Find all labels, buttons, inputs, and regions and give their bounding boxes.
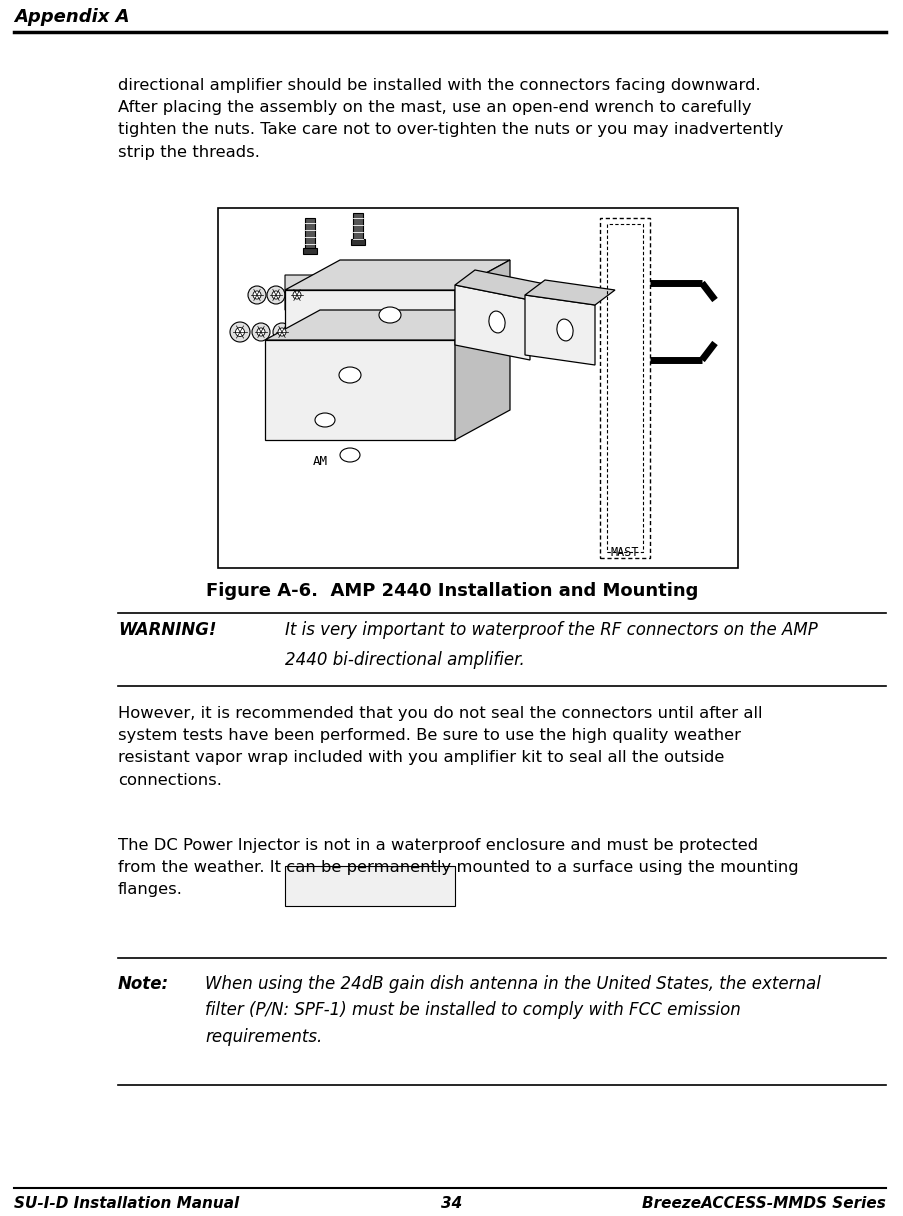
Circle shape: [272, 291, 280, 299]
Text: directional amplifier should be installed with the connectors facing downward.
A: directional amplifier should be installe…: [118, 78, 783, 159]
Ellipse shape: [378, 306, 401, 323]
Ellipse shape: [314, 413, 335, 427]
Text: SU-I-D Installation Manual: SU-I-D Installation Manual: [14, 1197, 239, 1211]
Bar: [350, 240, 365, 244]
Bar: [352, 213, 363, 241]
Text: It is very important to waterproof the RF connectors on the AMP: It is very important to waterproof the R…: [284, 621, 817, 638]
Polygon shape: [525, 295, 594, 365]
Text: However, it is recommended that you do not seal the connectors until after all
s: However, it is recommended that you do n…: [118, 706, 761, 788]
Circle shape: [253, 291, 261, 299]
Text: Note:: Note:: [118, 975, 169, 993]
Circle shape: [277, 328, 285, 336]
Polygon shape: [284, 866, 454, 906]
Circle shape: [229, 322, 250, 342]
Text: The DC Power Injector is not in a waterproof enclosure and must be protected
fro: The DC Power Injector is not in a waterp…: [118, 838, 797, 897]
Circle shape: [266, 286, 284, 304]
Bar: [304, 218, 314, 250]
Bar: [218, 208, 737, 568]
Polygon shape: [454, 260, 509, 340]
Circle shape: [288, 286, 305, 304]
Polygon shape: [525, 280, 614, 305]
Circle shape: [236, 327, 244, 337]
Ellipse shape: [556, 319, 573, 340]
Ellipse shape: [489, 311, 505, 333]
Text: Figure A-6.  AMP 2440 Installation and Mounting: Figure A-6. AMP 2440 Installation and Mo…: [206, 582, 697, 599]
Polygon shape: [454, 310, 509, 440]
Bar: [606, 224, 642, 552]
Polygon shape: [284, 289, 454, 340]
Polygon shape: [284, 260, 509, 289]
Polygon shape: [284, 275, 454, 310]
Text: BreezeACCESS-MMDS Series: BreezeACCESS-MMDS Series: [641, 1197, 885, 1211]
Circle shape: [273, 323, 291, 340]
Polygon shape: [454, 270, 549, 300]
Circle shape: [256, 328, 265, 336]
Ellipse shape: [339, 367, 360, 383]
Text: 2440 bi-directional amplifier.: 2440 bi-directional amplifier.: [284, 651, 524, 669]
Bar: [600, 218, 649, 558]
Text: AM: AM: [312, 455, 327, 468]
Text: WARNING!: WARNING!: [118, 621, 216, 638]
Text: Appendix A: Appendix A: [14, 9, 129, 26]
Text: 34: 34: [441, 1197, 462, 1211]
Polygon shape: [454, 285, 529, 360]
Circle shape: [247, 286, 265, 304]
Text: When using the 24dB gain dish antenna in the United States, the external
filter : When using the 24dB gain dish antenna in…: [205, 975, 820, 1046]
Text: MAST: MAST: [610, 546, 638, 559]
Polygon shape: [265, 310, 509, 340]
Polygon shape: [265, 340, 454, 440]
Ellipse shape: [340, 447, 359, 462]
Circle shape: [293, 291, 301, 299]
Circle shape: [252, 323, 270, 340]
Bar: [303, 248, 317, 254]
